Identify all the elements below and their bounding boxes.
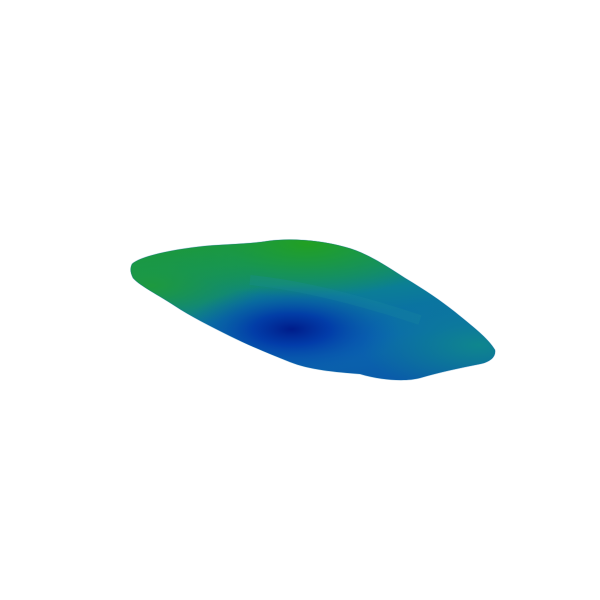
surface-outline bbox=[130, 239, 496, 381]
surface-body bbox=[130, 239, 496, 381]
